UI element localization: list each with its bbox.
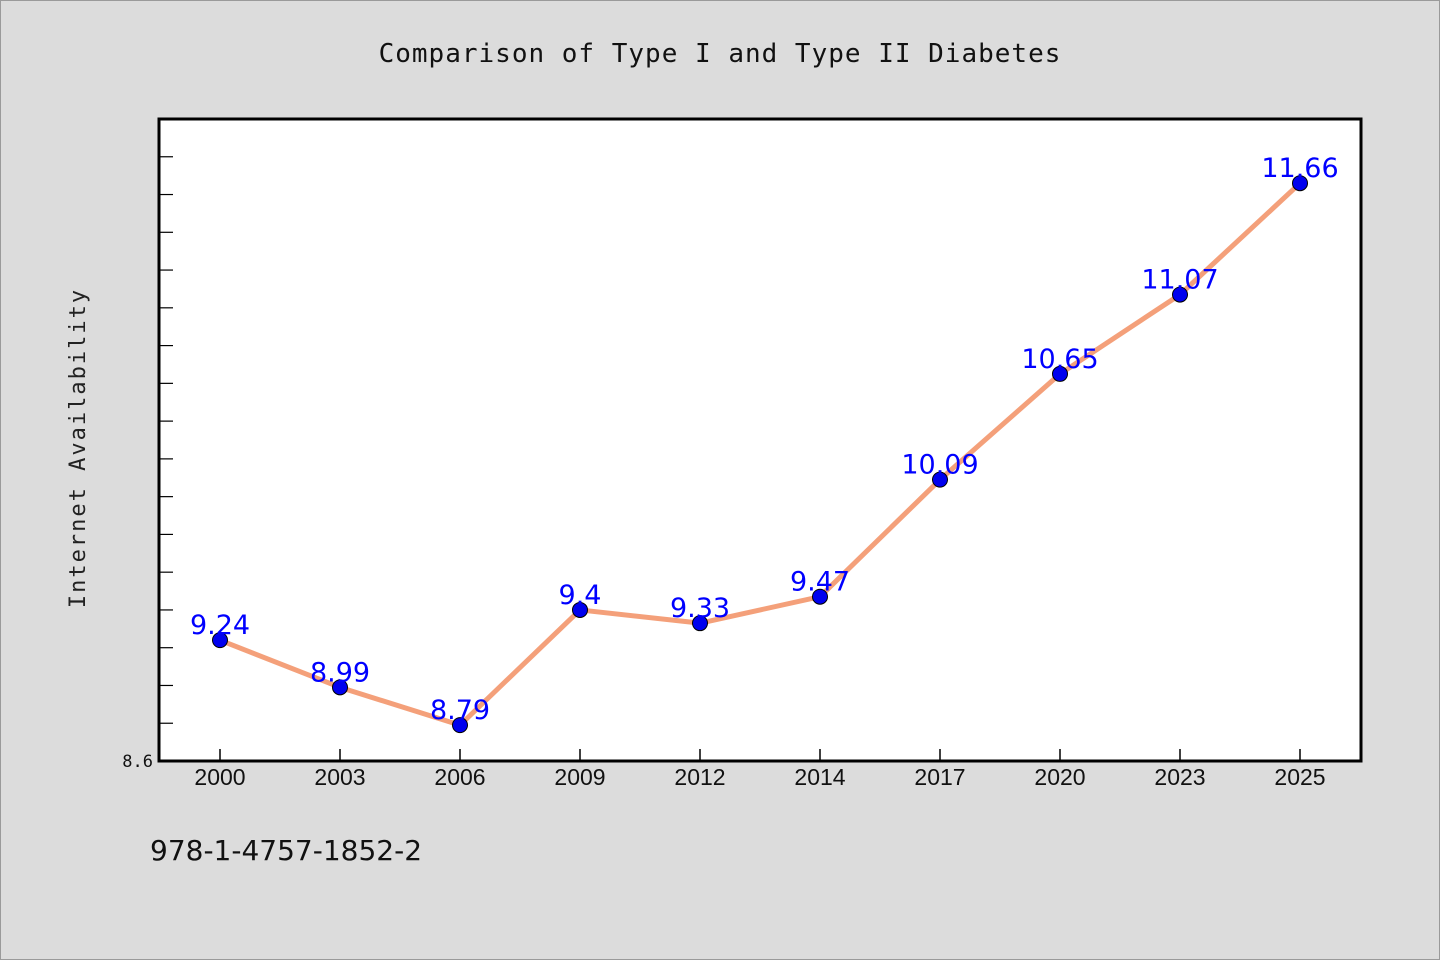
x-tick-label: 2014 [794,764,845,790]
x-tick-labels: 2000 2003 2006 2009 2012 2014 2017 2020 2023 2025 [194,764,1325,790]
x-ticks [219,749,1301,761]
data-point-label: 10.65 [1021,344,1098,375]
data-markers [212,175,1308,734]
x-tick-label: 2017 [914,764,965,790]
data-point-label: 9.4 [559,580,602,611]
data-point-marker [1052,365,1068,382]
data-labels: 9.24 8.99 8.79 9.4 9.33 9.47 10.09 10.65 11.07 11… [190,153,1339,726]
plot-area [157,117,1363,763]
x-tick-label: 2012 [674,764,725,790]
chart-title: Comparison of Type I and Type II Diabete… [379,39,1062,69]
data-point-marker [212,632,228,649]
y-tick-label: 8.6 [122,752,153,772]
y-axis-label: Internet Availability [66,288,91,608]
series-line [217,180,1303,728]
data-point-marker [452,717,468,734]
x-tick-label: 2000 [194,764,245,790]
data-point-marker [332,679,348,696]
data-point-marker [1292,175,1308,192]
data-point-label: 9.47 [790,567,850,598]
x-tick-label: 2006 [434,764,485,790]
data-point-label: 8.79 [430,695,490,726]
series-line-group [217,180,1303,728]
footnote-isbn: 978-1-4757-1852-2 [150,834,423,867]
data-point-marker [692,615,708,632]
data-point-label: 9.24 [190,610,250,641]
x-tick-label: 2020 [1034,764,1085,790]
data-point-marker [572,601,588,618]
data-point-label: 11.66 [1261,153,1338,184]
data-point-marker [812,588,828,605]
data-point-label: 10.09 [901,450,978,481]
data-point-marker [932,471,948,488]
data-point-marker [1172,286,1188,303]
x-tick-label: 2023 [1154,764,1205,790]
x-tick-label: 2009 [554,764,605,790]
x-tick-label: 2025 [1274,764,1325,790]
data-point-label: 8.99 [310,657,370,688]
data-point-label: 11.07 [1141,265,1218,296]
y-tick-labels: 8.6 [122,752,153,772]
data-point-label: 9.33 [670,593,730,624]
x-tick-label: 2003 [314,764,365,790]
y-minor-ticks [159,118,173,762]
